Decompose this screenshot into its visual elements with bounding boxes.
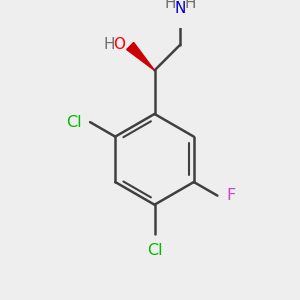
Text: F: F [226, 188, 236, 203]
Text: H: H [103, 37, 115, 52]
Text: N: N [175, 1, 186, 16]
Text: H: H [164, 0, 176, 11]
Text: Cl: Cl [66, 115, 82, 130]
Text: O: O [113, 37, 125, 52]
Text: Cl: Cl [147, 243, 162, 258]
Text: H: H [184, 0, 196, 11]
Polygon shape [127, 43, 154, 70]
